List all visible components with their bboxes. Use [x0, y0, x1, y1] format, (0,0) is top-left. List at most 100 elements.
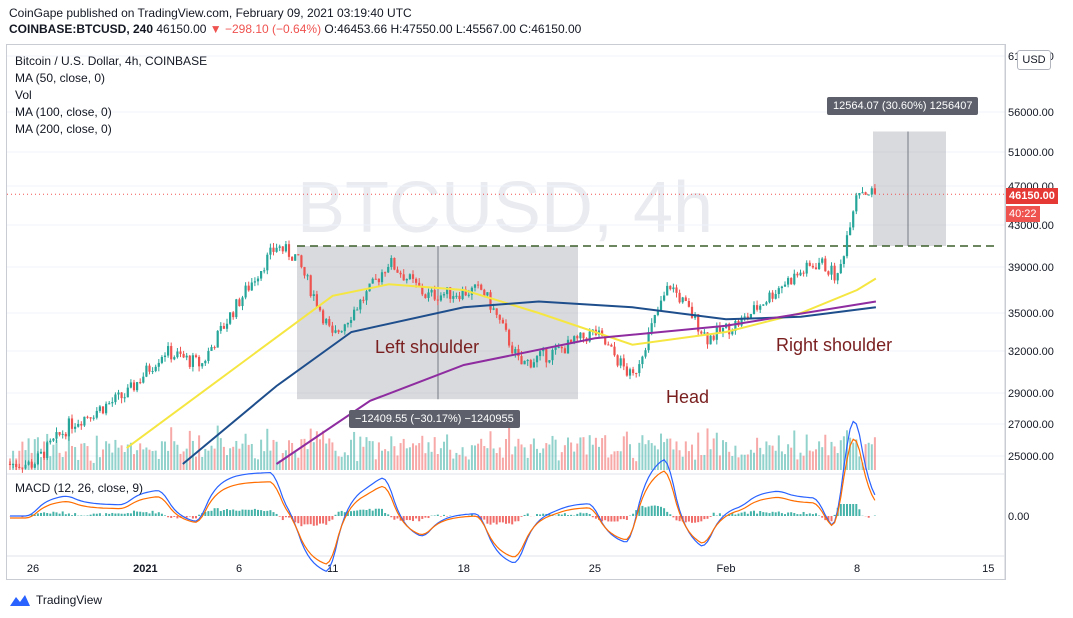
candle-body — [105, 403, 108, 414]
candle-body — [132, 382, 136, 391]
volume-bar — [712, 438, 715, 470]
currency-button[interactable]: USD — [1017, 50, 1051, 70]
macd-histogram-bar — [808, 513, 811, 516]
macd-histogram-bar — [604, 516, 607, 521]
candle-body — [191, 355, 194, 367]
macd-histogram-bar — [771, 511, 774, 516]
volume-bar — [325, 443, 328, 470]
candle-body — [489, 292, 492, 310]
macd-histogram-bar — [49, 513, 52, 516]
candle-body — [613, 346, 616, 356]
macd-histogram-bar — [136, 511, 139, 516]
candle-body — [508, 329, 511, 346]
macd-histogram-bar — [439, 516, 442, 517]
volume-bar — [412, 443, 414, 470]
legend-ma200[interactable]: MA (200, close, 0) — [15, 122, 112, 136]
candle-body — [95, 410, 98, 418]
legend-vol[interactable]: Vol — [15, 88, 32, 102]
candle-body — [864, 192, 867, 195]
macd-histogram-bar — [656, 505, 659, 516]
volume-bar — [734, 445, 737, 470]
macd-histogram-bar — [157, 512, 160, 516]
volume-bar — [858, 456, 861, 470]
candle-body — [235, 299, 238, 318]
macd-histogram-bar — [821, 516, 824, 518]
candle-body — [136, 382, 139, 391]
y-tick-label: 25000.00 — [1008, 451, 1054, 463]
candle-body — [384, 272, 387, 274]
volume-bar — [102, 449, 104, 470]
candle-body — [731, 330, 734, 335]
candle-body — [312, 294, 315, 297]
macd-histogram-bar — [560, 514, 563, 516]
legend-ma100[interactable]: MA (100, close, 0) — [15, 105, 112, 119]
macd-histogram-bar — [632, 513, 635, 516]
x-tick-label: Feb — [717, 563, 736, 575]
candle-body — [362, 299, 365, 301]
volume-bar — [198, 435, 201, 470]
candle-body — [247, 285, 250, 291]
candle-body — [752, 305, 756, 314]
candle-body — [43, 451, 46, 458]
x-tick-label: 8 — [854, 563, 860, 575]
y-tick-label: 27000.00 — [1008, 419, 1054, 431]
macd-histogram-bar — [309, 516, 312, 525]
candle-body — [672, 287, 675, 290]
volume-bar — [260, 439, 263, 470]
volume-bar — [133, 454, 135, 470]
footer-brand[interactable]: TradingView — [8, 592, 102, 608]
macd-histogram-bar — [567, 515, 569, 516]
volume-bar — [784, 454, 786, 470]
macd-histogram-bar — [635, 510, 638, 516]
macd-histogram-bar — [95, 513, 98, 516]
candle-body — [92, 417, 95, 419]
macd-histogram-bar — [697, 516, 700, 523]
candle-body — [675, 287, 678, 293]
volume-bar — [464, 456, 467, 470]
candle-body — [269, 247, 272, 255]
macd-histogram-bar — [687, 516, 690, 522]
volume-bar — [160, 441, 163, 470]
volume-bar — [64, 451, 67, 470]
macd-legend[interactable]: MACD (12, 26, close, 9) — [15, 481, 144, 495]
volume-bar — [235, 440, 238, 470]
macd-histogram-bar — [858, 509, 861, 516]
volume-bar — [300, 439, 303, 470]
candle-body — [777, 288, 780, 295]
candle-body — [712, 335, 715, 340]
macd-histogram-bar — [129, 513, 132, 516]
candle-body — [393, 257, 396, 270]
candle-body — [77, 423, 80, 427]
macd-histogram-bar — [616, 516, 619, 522]
volume-bar — [21, 441, 24, 470]
macd-histogram-bar — [852, 504, 855, 516]
volume-bar — [864, 444, 867, 470]
candle-body — [749, 313, 752, 319]
macd-histogram-bar — [706, 516, 709, 519]
volume-bar — [867, 442, 870, 470]
candle-body — [80, 423, 83, 426]
volume-bar — [855, 439, 858, 470]
candle-body — [632, 369, 635, 374]
macd-histogram-bar — [588, 514, 591, 516]
volume-bar — [294, 452, 297, 470]
candle-body — [526, 360, 529, 362]
volume-bar — [241, 443, 244, 470]
candle-body — [334, 330, 337, 333]
legend-ma50[interactable]: MA (50, close, 0) — [15, 71, 106, 85]
macd-histogram-bar — [492, 516, 495, 523]
candle-body — [849, 227, 852, 236]
macd-histogram-bar — [281, 516, 284, 521]
volume-bar — [204, 448, 207, 470]
candle-body — [477, 284, 480, 286]
volume-bar — [787, 444, 790, 470]
macd-histogram-bar — [483, 516, 486, 520]
volume-bar — [576, 443, 579, 470]
volume-bar — [58, 452, 61, 470]
macd-histogram-bar — [762, 512, 765, 516]
macd-histogram-bar — [415, 516, 418, 519]
macd-histogram-bar — [269, 510, 272, 516]
volume-bar — [157, 458, 160, 470]
volume-bar — [477, 443, 480, 470]
macd-histogram-bar — [523, 514, 526, 516]
